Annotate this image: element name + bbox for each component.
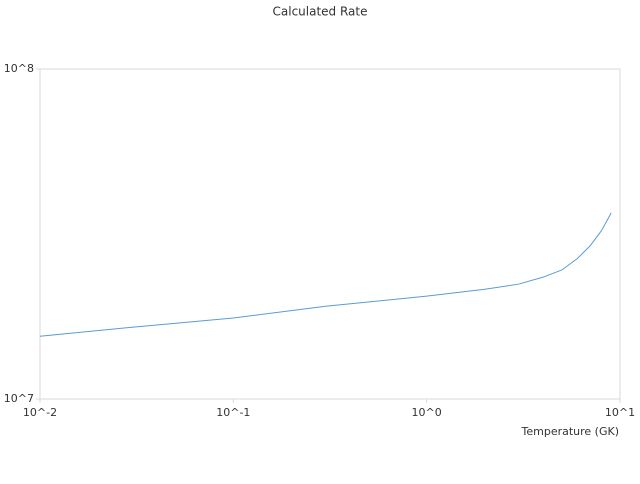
x-tick-label: 10^0 (412, 406, 442, 419)
x-tick-label: 10^-2 (23, 406, 57, 419)
x-axis-label: Temperature (GK) (521, 425, 620, 438)
chart-title: Calculated Rate (273, 5, 368, 19)
data-line (39, 212, 612, 337)
x-tick-label: 10^-1 (216, 406, 250, 419)
y-tick-label: 10^7 (4, 392, 34, 405)
y-tick-label: 10^8 (4, 62, 34, 75)
x-tick-label: 10^1 (605, 406, 635, 419)
plot-frame (39, 68, 621, 400)
